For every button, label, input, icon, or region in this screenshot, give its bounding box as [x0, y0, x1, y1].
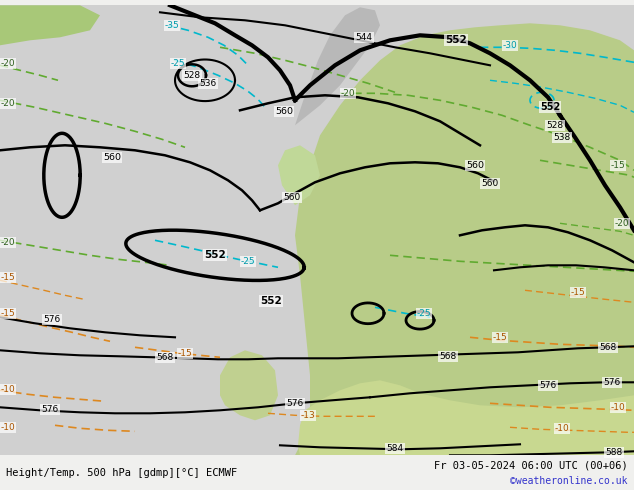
- Text: 552: 552: [445, 35, 467, 45]
- Text: -15: -15: [178, 349, 192, 358]
- Text: 552: 552: [260, 296, 282, 306]
- Polygon shape: [295, 7, 380, 125]
- Text: 576: 576: [540, 381, 557, 390]
- Text: ©weatheronline.co.uk: ©weatheronline.co.uk: [510, 476, 628, 486]
- Text: -20: -20: [340, 89, 355, 98]
- Text: 544: 544: [356, 33, 373, 42]
- Text: 568: 568: [439, 352, 456, 361]
- Text: -15: -15: [1, 309, 15, 318]
- Polygon shape: [0, 5, 100, 45]
- Text: -15: -15: [493, 333, 507, 342]
- Text: 560: 560: [103, 153, 121, 162]
- Text: 560: 560: [481, 179, 498, 188]
- Text: -10: -10: [1, 423, 15, 432]
- Text: -35: -35: [165, 21, 179, 30]
- Text: 552: 552: [540, 102, 560, 112]
- Text: -30: -30: [503, 41, 517, 50]
- Text: -10: -10: [611, 403, 625, 412]
- Text: -25: -25: [171, 59, 185, 68]
- Polygon shape: [298, 380, 634, 455]
- Text: 538: 538: [553, 133, 571, 142]
- Text: 588: 588: [605, 448, 623, 457]
- Text: -13: -13: [301, 411, 315, 420]
- Text: -10: -10: [555, 424, 569, 433]
- Polygon shape: [220, 350, 278, 420]
- Polygon shape: [295, 24, 634, 455]
- Text: -20: -20: [1, 59, 15, 68]
- Text: 568: 568: [599, 343, 617, 352]
- Text: -20: -20: [1, 238, 15, 247]
- Text: -10: -10: [1, 385, 15, 394]
- Text: 528: 528: [547, 121, 564, 130]
- Text: -15: -15: [1, 273, 15, 282]
- Text: -15: -15: [571, 288, 585, 297]
- Text: Fr 03-05-2024 06:00 UTC (00+06): Fr 03-05-2024 06:00 UTC (00+06): [434, 461, 628, 470]
- Text: 576: 576: [604, 378, 621, 387]
- Text: 560: 560: [283, 193, 301, 202]
- Text: 576: 576: [287, 399, 304, 408]
- Text: -20: -20: [615, 219, 630, 228]
- Text: 552: 552: [204, 250, 226, 260]
- Text: Height/Temp. 500 hPa [gdmp][°C] ECMWF: Height/Temp. 500 hPa [gdmp][°C] ECMWF: [6, 468, 238, 478]
- Text: 560: 560: [275, 107, 293, 116]
- Text: -25: -25: [241, 257, 256, 266]
- Text: 568: 568: [157, 353, 174, 362]
- Text: 576: 576: [41, 405, 58, 414]
- Polygon shape: [278, 146, 320, 205]
- Text: 576: 576: [43, 315, 61, 324]
- Text: -25: -25: [417, 309, 431, 318]
- Text: 536: 536: [199, 79, 217, 88]
- Text: -15: -15: [611, 161, 625, 170]
- Text: 560: 560: [466, 161, 484, 170]
- Text: 584: 584: [387, 444, 404, 453]
- Text: 528: 528: [183, 71, 200, 80]
- Text: -20: -20: [1, 99, 15, 108]
